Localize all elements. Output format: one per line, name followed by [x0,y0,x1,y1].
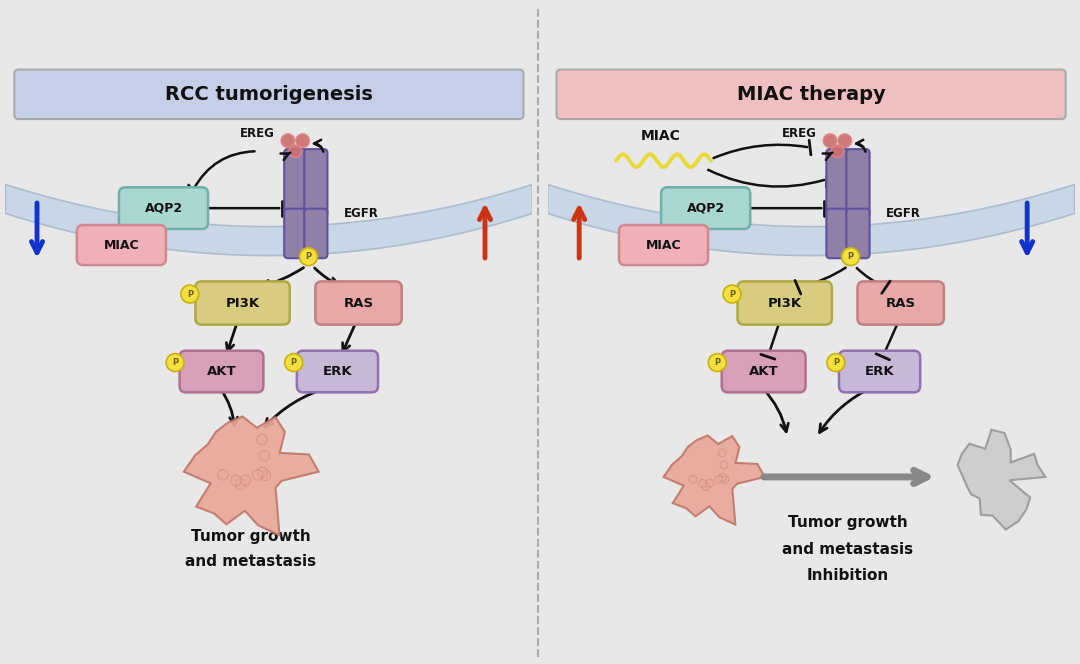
Text: P: P [729,290,735,299]
Text: Tumor growth: Tumor growth [190,529,310,544]
Circle shape [260,470,271,481]
Polygon shape [958,430,1045,530]
Circle shape [289,145,301,157]
Circle shape [257,467,268,477]
Text: EGFR: EGFR [886,207,921,220]
Circle shape [230,475,241,485]
Text: AKT: AKT [206,365,237,378]
FancyBboxPatch shape [661,187,751,229]
Circle shape [838,134,852,147]
FancyBboxPatch shape [77,225,166,265]
Text: Tumor growth: Tumor growth [788,515,908,531]
Text: RAS: RAS [886,297,916,309]
Circle shape [253,469,262,480]
Circle shape [823,134,837,147]
FancyBboxPatch shape [847,208,869,258]
FancyBboxPatch shape [297,351,378,392]
Circle shape [235,479,245,490]
FancyBboxPatch shape [315,282,402,325]
Circle shape [720,461,728,469]
Circle shape [281,134,295,147]
FancyBboxPatch shape [826,149,850,217]
FancyBboxPatch shape [556,70,1066,119]
FancyBboxPatch shape [179,351,264,392]
Text: P: P [172,358,178,367]
Text: PI3K: PI3K [768,297,801,309]
Polygon shape [184,416,319,535]
FancyBboxPatch shape [305,149,327,217]
Text: and metastasis: and metastasis [185,554,316,569]
FancyBboxPatch shape [14,70,524,119]
Text: RCC tumorigenesis: RCC tumorigenesis [165,85,373,104]
Polygon shape [663,436,765,525]
Text: ERK: ERK [865,365,894,378]
Text: MIAC: MIAC [104,238,139,252]
Text: Inhibition: Inhibition [807,568,889,583]
Circle shape [296,134,310,147]
Circle shape [827,354,845,372]
FancyBboxPatch shape [847,149,869,217]
Circle shape [841,248,860,266]
Text: AKT: AKT [748,365,779,378]
Text: P: P [714,358,720,367]
FancyBboxPatch shape [284,149,308,217]
Text: and metastasis: and metastasis [782,542,914,556]
Text: AQP2: AQP2 [687,202,725,214]
Circle shape [705,479,714,487]
Circle shape [718,449,726,457]
Circle shape [689,475,697,483]
FancyBboxPatch shape [839,351,920,392]
Circle shape [702,483,710,491]
Text: P: P [306,252,311,261]
Circle shape [708,354,726,372]
Text: EREG: EREG [782,127,816,140]
Text: P: P [187,290,193,299]
Text: MIAC: MIAC [646,238,681,252]
FancyBboxPatch shape [721,351,806,392]
Polygon shape [548,185,1075,256]
Circle shape [240,475,251,485]
FancyBboxPatch shape [195,282,289,325]
Text: P: P [291,358,297,367]
FancyBboxPatch shape [305,208,327,258]
Circle shape [257,434,267,445]
Text: RAS: RAS [343,297,374,309]
Text: PI3K: PI3K [226,297,259,309]
Circle shape [715,475,723,483]
Circle shape [724,285,741,303]
Text: EGFR: EGFR [343,207,379,220]
Circle shape [259,450,270,461]
Polygon shape [5,185,532,256]
Circle shape [166,354,184,372]
FancyBboxPatch shape [858,282,944,325]
Circle shape [718,473,727,481]
Circle shape [181,285,199,303]
Circle shape [285,354,302,372]
Text: MIAC: MIAC [640,129,680,143]
Circle shape [218,469,229,480]
FancyBboxPatch shape [738,282,832,325]
FancyBboxPatch shape [826,208,850,258]
FancyBboxPatch shape [284,208,308,258]
Circle shape [299,248,318,266]
Text: ERK: ERK [323,365,352,378]
FancyBboxPatch shape [119,187,208,229]
FancyBboxPatch shape [619,225,708,265]
Text: AQP2: AQP2 [145,202,183,214]
Circle shape [832,145,843,157]
Circle shape [699,479,706,487]
Text: MIAC therapy: MIAC therapy [737,85,886,104]
Text: EREG: EREG [240,127,274,140]
Circle shape [720,475,729,483]
Text: P: P [833,358,839,367]
Text: P: P [848,252,853,261]
